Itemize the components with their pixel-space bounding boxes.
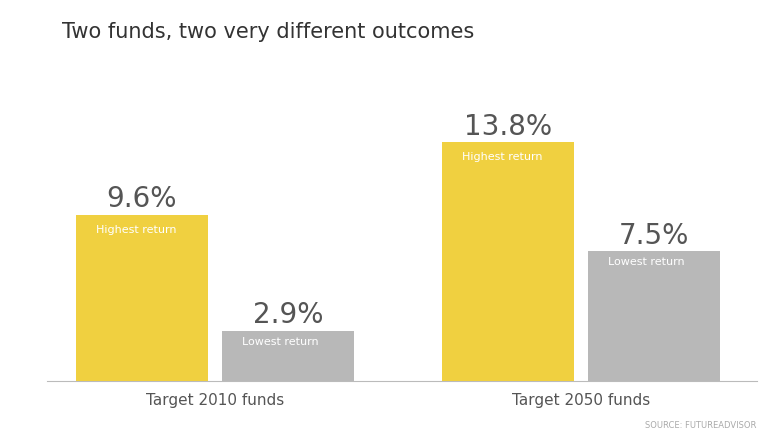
- Text: Highest return: Highest return: [462, 152, 542, 162]
- Text: SOURCE: FUTUREADVISOR: SOURCE: FUTUREADVISOR: [645, 420, 757, 429]
- Bar: [222, 331, 354, 381]
- Text: Lowest return: Lowest return: [608, 257, 685, 267]
- Bar: [588, 252, 720, 381]
- Text: Highest return: Highest return: [96, 224, 176, 234]
- Text: 9.6%: 9.6%: [107, 185, 177, 213]
- Text: Lowest return: Lowest return: [242, 336, 319, 346]
- Bar: [76, 215, 207, 381]
- Bar: [442, 143, 573, 381]
- Text: 2.9%: 2.9%: [253, 300, 324, 328]
- Text: 7.5%: 7.5%: [619, 221, 690, 249]
- Text: 13.8%: 13.8%: [464, 113, 552, 140]
- Text: Two funds, two very different outcomes: Two funds, two very different outcomes: [62, 22, 475, 42]
